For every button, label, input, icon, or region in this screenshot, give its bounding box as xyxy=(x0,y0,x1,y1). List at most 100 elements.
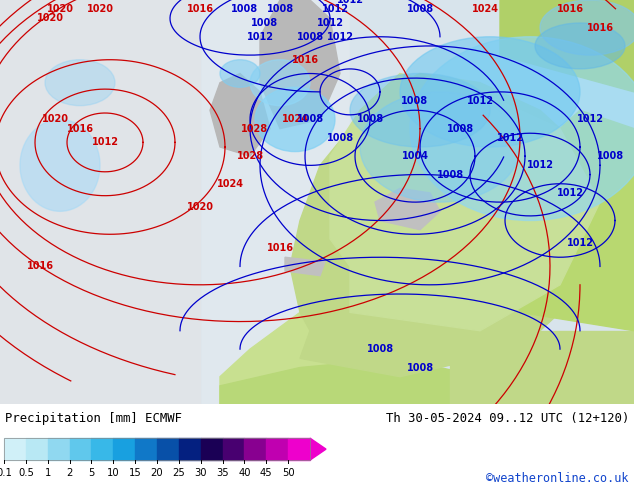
Text: 1024: 1024 xyxy=(281,115,309,124)
Ellipse shape xyxy=(250,60,310,106)
Polygon shape xyxy=(500,0,634,92)
Bar xyxy=(135,438,157,460)
Text: 1012: 1012 xyxy=(91,137,119,147)
Bar xyxy=(157,438,179,460)
Text: 1016: 1016 xyxy=(266,243,294,253)
Text: 35: 35 xyxy=(216,468,229,478)
Text: 15: 15 xyxy=(129,468,141,478)
Text: 1016: 1016 xyxy=(557,4,583,14)
Bar xyxy=(201,438,223,460)
Bar xyxy=(350,0,634,404)
Text: 1: 1 xyxy=(44,468,51,478)
Polygon shape xyxy=(330,74,600,331)
Text: 1008: 1008 xyxy=(406,363,434,372)
Polygon shape xyxy=(375,188,440,230)
Text: 1012: 1012 xyxy=(557,188,583,198)
Ellipse shape xyxy=(350,74,490,147)
Text: 1008: 1008 xyxy=(297,32,323,42)
Bar xyxy=(4,438,26,460)
Text: 1004: 1004 xyxy=(401,151,429,161)
Ellipse shape xyxy=(360,92,520,202)
Text: Th 30-05-2024 09..12 UTC (12+120): Th 30-05-2024 09..12 UTC (12+120) xyxy=(385,412,629,425)
Text: 1008: 1008 xyxy=(252,18,278,28)
Text: 1012: 1012 xyxy=(316,18,344,28)
Polygon shape xyxy=(210,74,270,156)
Bar xyxy=(26,438,48,460)
Polygon shape xyxy=(510,110,634,331)
Bar xyxy=(113,438,135,460)
Text: 1012: 1012 xyxy=(496,133,524,143)
Text: 30: 30 xyxy=(195,468,207,478)
Bar xyxy=(223,438,245,460)
Text: 1008: 1008 xyxy=(366,344,394,354)
Text: 1016: 1016 xyxy=(186,4,214,14)
Ellipse shape xyxy=(45,60,115,106)
Text: 10: 10 xyxy=(107,468,120,478)
Text: 1012: 1012 xyxy=(247,32,273,42)
Text: 5: 5 xyxy=(88,468,94,478)
Ellipse shape xyxy=(255,87,335,151)
Bar xyxy=(4,438,310,460)
Text: 1020: 1020 xyxy=(186,202,214,212)
Text: 1016: 1016 xyxy=(586,23,614,32)
Bar xyxy=(0,0,200,404)
Text: 1028: 1028 xyxy=(242,123,269,134)
Text: 1008: 1008 xyxy=(266,4,294,14)
Text: 1012: 1012 xyxy=(526,160,553,171)
Text: 1024: 1024 xyxy=(472,4,498,14)
Ellipse shape xyxy=(400,37,580,147)
Bar xyxy=(179,438,201,460)
Text: 1008: 1008 xyxy=(446,123,474,134)
Text: 1028: 1028 xyxy=(236,151,264,161)
Text: 1016: 1016 xyxy=(27,262,53,271)
Text: 1008: 1008 xyxy=(597,151,624,161)
Text: Precipitation [mm] ECMWF: Precipitation [mm] ECMWF xyxy=(5,412,182,425)
Text: 1008: 1008 xyxy=(356,115,384,124)
Ellipse shape xyxy=(220,60,260,87)
Ellipse shape xyxy=(540,0,634,55)
Text: 1008: 1008 xyxy=(406,4,434,14)
Text: 20: 20 xyxy=(151,468,164,478)
Text: 1020: 1020 xyxy=(37,13,63,24)
Ellipse shape xyxy=(20,120,100,211)
Polygon shape xyxy=(285,257,325,275)
Text: 1016: 1016 xyxy=(67,123,93,134)
Text: 1008: 1008 xyxy=(436,170,463,179)
Text: 1008: 1008 xyxy=(327,133,354,143)
Bar xyxy=(91,438,113,460)
Bar xyxy=(266,438,288,460)
Text: 50: 50 xyxy=(282,468,294,478)
Polygon shape xyxy=(310,438,326,460)
Text: 1008: 1008 xyxy=(297,115,323,124)
Text: 1020: 1020 xyxy=(46,4,74,14)
Ellipse shape xyxy=(410,37,634,220)
Polygon shape xyxy=(290,74,600,377)
Text: 1008: 1008 xyxy=(401,96,429,106)
Text: 0.1: 0.1 xyxy=(0,468,12,478)
Bar xyxy=(48,438,70,460)
Text: ©weatheronline.co.uk: ©weatheronline.co.uk xyxy=(486,471,629,485)
Polygon shape xyxy=(260,0,340,129)
Bar xyxy=(450,331,634,404)
Text: 1012: 1012 xyxy=(576,115,604,124)
Text: 40: 40 xyxy=(238,468,250,478)
Bar xyxy=(288,438,310,460)
Text: 1008: 1008 xyxy=(231,4,259,14)
Bar xyxy=(245,438,266,460)
Text: 1020: 1020 xyxy=(41,115,68,124)
Text: 1012: 1012 xyxy=(327,32,354,42)
Text: 1020: 1020 xyxy=(86,4,113,14)
Text: 1016: 1016 xyxy=(292,55,318,65)
Polygon shape xyxy=(220,294,400,404)
Text: 1012: 1012 xyxy=(567,239,593,248)
Text: 2: 2 xyxy=(67,468,73,478)
Text: 1024: 1024 xyxy=(216,179,243,189)
Text: 0.5: 0.5 xyxy=(18,468,34,478)
Ellipse shape xyxy=(535,23,625,69)
Text: 45: 45 xyxy=(260,468,273,478)
Text: 1012: 1012 xyxy=(337,0,363,5)
Polygon shape xyxy=(0,0,200,404)
Text: 25: 25 xyxy=(172,468,185,478)
Bar xyxy=(70,438,91,460)
Polygon shape xyxy=(220,358,480,404)
